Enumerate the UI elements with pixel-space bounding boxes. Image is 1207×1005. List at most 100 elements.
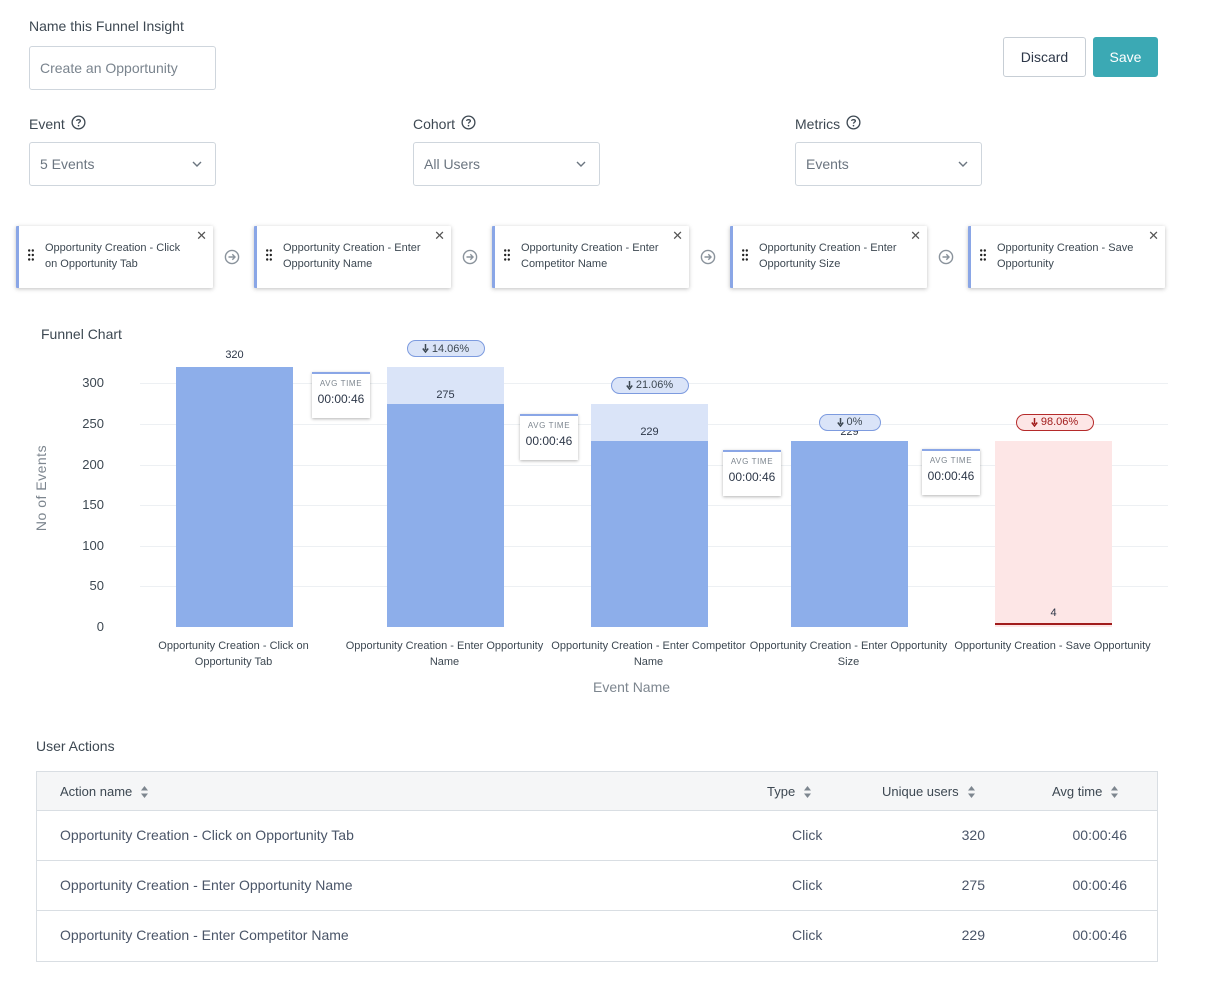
- close-icon[interactable]: ✕: [1148, 228, 1159, 243]
- y-tick-label: 100: [82, 538, 104, 553]
- bar[interactable]: [387, 403, 504, 627]
- help-circle-icon[interactable]: [461, 115, 476, 133]
- column-header-unique-users[interactable]: Unique users: [882, 784, 976, 799]
- column-label: Unique users: [882, 784, 959, 799]
- step-label: Opportunity Creation - Click on Opportun…: [45, 242, 181, 270]
- drag-handle-icon[interactable]: [266, 249, 272, 261]
- chevron-down-icon: [192, 161, 202, 167]
- bar-value-label: 229: [640, 425, 659, 438]
- metrics-select[interactable]: Events: [795, 142, 982, 186]
- drop-percentage-badge: 21.06%: [610, 376, 689, 394]
- bar[interactable]: [791, 440, 908, 627]
- drop-percentage-badge: 98.06%: [1015, 413, 1094, 431]
- drag-handle-icon[interactable]: [742, 249, 748, 261]
- drop-percentage-text: 14.06%: [431, 342, 470, 355]
- cohort-select[interactable]: All Users: [413, 142, 600, 186]
- arrow-right-circle-icon: [224, 249, 240, 265]
- funnel-name-input[interactable]: [40, 60, 215, 76]
- arrow-down-icon: [836, 417, 844, 427]
- event-label-text: Event: [29, 116, 65, 132]
- event-select-value: 5 Events: [40, 156, 95, 172]
- type-cell: Click: [792, 827, 823, 843]
- close-icon[interactable]: ✕: [196, 228, 207, 243]
- bar-value-label: 320: [225, 349, 244, 361]
- help-circle-icon[interactable]: [846, 115, 861, 133]
- help-circle-icon[interactable]: [71, 115, 86, 133]
- sort-icon[interactable]: [140, 785, 149, 799]
- chevron-down-icon: [576, 161, 586, 167]
- drag-handle-icon[interactable]: [28, 249, 34, 261]
- arrow-right-circle-icon: [700, 249, 716, 265]
- bar[interactable]: [995, 622, 1112, 625]
- avg-time-label: AVG TIME: [730, 457, 774, 466]
- step-label: Opportunity Creation - Enter Opportunity…: [283, 242, 421, 270]
- drag-handle-icon[interactable]: [980, 249, 986, 261]
- drop-percentage-text: 0%: [846, 416, 863, 429]
- chart-title: Funnel Chart: [41, 326, 122, 342]
- avg-time-cell: 00:00:46: [1072, 877, 1128, 893]
- close-icon[interactable]: ✕: [434, 228, 445, 243]
- avg-time-cell: 00:00:46: [1072, 827, 1128, 843]
- avg-time-label: AVG TIME: [527, 421, 571, 430]
- cohort-label-text: Cohort: [413, 116, 456, 132]
- y-tick-label: 200: [82, 457, 104, 472]
- action-name-cell: Opportunity Creation - Enter Competitor …: [60, 927, 349, 943]
- avg-time-label: AVG TIME: [929, 456, 973, 465]
- bar-value-label: 4: [1050, 606, 1057, 619]
- sort-icon[interactable]: [803, 785, 812, 799]
- drop-percentage-badge: 14.06%: [406, 340, 485, 357]
- user-actions-title: User Actions: [36, 738, 115, 754]
- drop-percentage-text: 21.06%: [635, 379, 674, 392]
- metrics-label-text: Metrics: [795, 116, 841, 132]
- table-header: Action name Type Unique users Avg time: [37, 772, 1157, 811]
- action-name-cell: Opportunity Creation - Enter Opportunity…: [60, 877, 353, 893]
- unique-users-cell: 275: [961, 877, 985, 893]
- step-label: Opportunity Creation - Enter Competitor …: [521, 242, 659, 270]
- arrow-down-icon: [422, 344, 429, 353]
- x-tick-label: Opportunity Creation - Enter Competitor …: [551, 640, 746, 668]
- save-button[interactable]: Save: [1093, 37, 1158, 77]
- y-tick-label: 300: [82, 375, 104, 390]
- avg-time-box: AVG TIME 00:00:46: [723, 450, 781, 496]
- drag-handle-icon[interactable]: [504, 249, 510, 261]
- user-actions-table: Action name Type Unique users Avg time O…: [36, 771, 1158, 962]
- chevron-down-icon: [958, 161, 968, 167]
- table-row[interactable]: Opportunity Creation - Enter Opportunity…: [37, 861, 1157, 911]
- bar[interactable]: [176, 367, 293, 627]
- column-header-avg-time[interactable]: Avg time: [1052, 784, 1119, 799]
- y-axis-title: No of Events: [33, 444, 50, 532]
- table-row[interactable]: Opportunity Creation - Enter Competitor …: [37, 911, 1157, 961]
- x-tick-label: Opportunity Creation - Enter Opportunity…: [749, 640, 948, 668]
- action-name-cell: Opportunity Creation - Click on Opportun…: [60, 827, 354, 843]
- close-icon[interactable]: ✕: [672, 228, 683, 243]
- bar[interactable]: [591, 440, 708, 627]
- avg-time-value: 00:00:46: [525, 434, 573, 448]
- bar-value-label: 275: [436, 388, 455, 401]
- column-header-action-name[interactable]: Action name: [60, 784, 149, 799]
- metrics-select-value: Events: [806, 156, 849, 172]
- x-axis-title: Event Name: [593, 679, 671, 695]
- metrics-filter-label: Metrics: [795, 115, 861, 134]
- type-cell: Click: [792, 877, 823, 893]
- step-card[interactable]: Opportunity Creation - Click on Opportun…: [16, 226, 213, 288]
- column-header-type[interactable]: Type: [767, 784, 812, 799]
- sort-icon[interactable]: [1110, 785, 1119, 799]
- discard-button[interactable]: Discard: [1003, 37, 1086, 77]
- event-select[interactable]: 5 Events: [29, 142, 216, 186]
- funnel-name-field[interactable]: [29, 46, 216, 90]
- step-label: Opportunity Creation - Save Opportunity: [997, 242, 1134, 270]
- sort-icon[interactable]: [967, 785, 976, 799]
- avg-time-label: AVG TIME: [319, 379, 363, 388]
- step-card[interactable]: Opportunity Creation - Enter Opportunity…: [730, 226, 927, 288]
- step-card[interactable]: Opportunity Creation - Enter Competitor …: [492, 226, 689, 288]
- avg-time-box: AVG TIME 00:00:46: [922, 449, 980, 495]
- x-tick-label: Opportunity Creation - Save Opportunity: [954, 640, 1151, 652]
- y-tick-label: 150: [82, 497, 104, 512]
- arrow-down-icon: [626, 380, 633, 390]
- step-card[interactable]: Opportunity Creation - Save Opportunity ✕: [968, 226, 1165, 288]
- step-card[interactable]: Opportunity Creation - Enter Opportunity…: [254, 226, 451, 288]
- table-row[interactable]: Opportunity Creation - Click on Opportun…: [37, 811, 1157, 861]
- close-icon[interactable]: ✕: [910, 228, 921, 243]
- arrow-down-icon: [1031, 417, 1038, 427]
- avg-time-value: 00:00:46: [927, 469, 975, 483]
